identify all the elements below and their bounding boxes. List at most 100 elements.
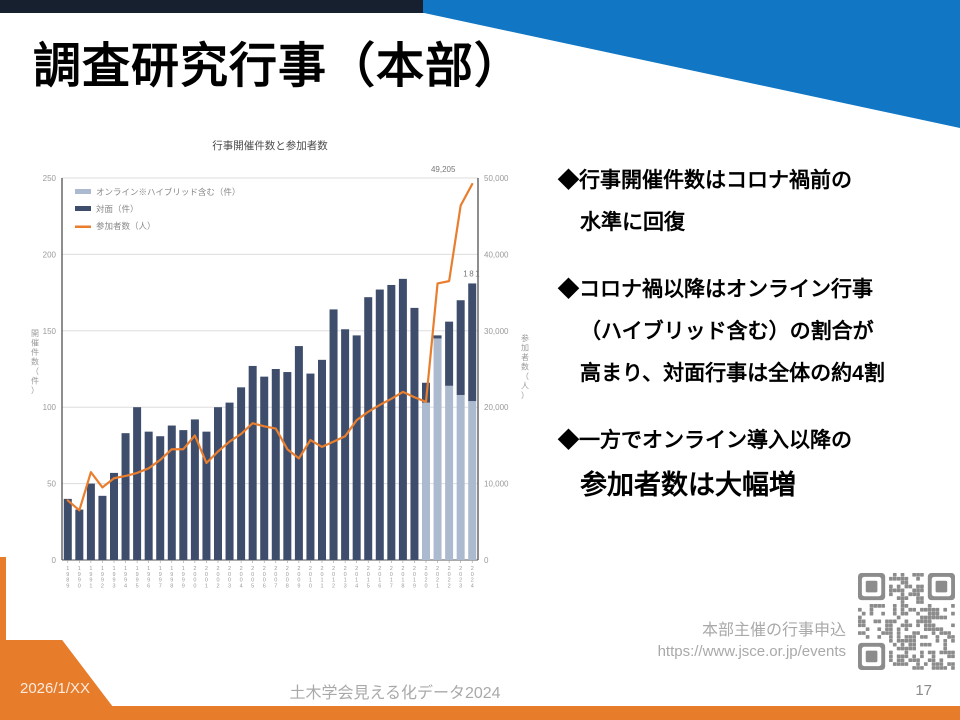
qr-module [912,658,917,663]
y-axis-right-tick: 0 [484,556,489,565]
qr-module [900,592,905,597]
qr-module [916,576,920,581]
qr-module [920,607,924,612]
qr-module [935,580,948,593]
bar-online [433,338,442,560]
qr-module [935,635,940,639]
qr-module [900,596,905,600]
y-axis-left-tick: 100 [43,403,57,412]
qr-module [935,666,940,670]
qr-module [889,650,893,655]
qr-module [873,619,878,624]
qr-module [861,611,866,616]
legend-swatch [75,189,91,194]
qr-module [939,631,944,635]
y-axis-right-title: 参加者数（人） [521,333,529,400]
qr-module [912,635,917,639]
qr-module [939,662,944,666]
bullet-line: ◆行事開催件数はコロナ禍前の [558,169,852,192]
qr-module [916,592,920,597]
qr-module [920,635,924,639]
bar-taimen [306,373,315,560]
qr-module [904,596,909,600]
qr-module [904,654,909,659]
qr-module [951,650,955,655]
qr-module [892,607,897,612]
qr-module [943,631,948,635]
qr-module [916,623,920,628]
qr-module [927,611,932,616]
qr-module [912,646,917,651]
qr-module [889,658,893,663]
qr-module [900,646,905,651]
qr-module [931,611,936,616]
qr-module [896,631,901,635]
bar-taimen [167,425,176,560]
footer-left-sliver [0,557,6,707]
qr-module [889,619,893,624]
y-axis-right-tick: 20,000 [484,403,509,412]
qr-module [904,623,909,628]
qr-module [858,623,862,628]
bar-taimen [63,498,72,560]
qr-module [916,573,920,577]
qr-module [920,596,924,600]
qr-module [916,662,920,666]
qr-module [900,600,905,604]
qr-module [939,627,944,632]
qr-module [916,584,920,589]
qr-module [935,662,940,666]
qr-module [900,642,905,647]
qr-module [931,650,936,655]
bullet-item: ◆行事開催件数はコロナ禍前の 水準に回復 [558,160,958,244]
y-axis-left-tick: 0 [52,556,57,565]
qr-module [900,607,905,612]
qr-module [912,642,917,647]
bar-taimen [283,372,292,560]
qr-module [931,658,936,663]
qr-module [889,627,893,632]
qr-module [912,666,917,670]
qr-module [927,619,932,624]
y-axis-left-tick: 250 [43,174,57,183]
bar-taimen [214,407,222,560]
bar-taimen [294,346,303,560]
qr-module [904,638,909,643]
participants-line [66,182,474,512]
qr-module [951,604,955,608]
qr-module [951,638,955,643]
qr-module [900,638,905,643]
bullet-line-emphasis: 参加者数は大幅増 [580,470,796,500]
qr-module [951,666,955,670]
footer-center-text: 土木学会見える化データ2024 [289,685,501,702]
qr-module [896,596,901,600]
qr-module [943,650,948,655]
qr-module [904,650,909,655]
qr-module [900,611,905,616]
qr-module [861,631,866,635]
legend-label: オンライン※ハイブリッド含む（件） [96,187,240,197]
qr-module [912,631,917,635]
qr-module [935,627,940,632]
annotation-participants-max: 49,205 [431,165,456,174]
y-axis-right-tick: 10,000 [484,480,509,489]
bar-taimen [86,483,95,560]
qr-module [858,615,862,620]
qr-caption-block: 本部主催の行事申込 https://www.jsce.or.jp/events [658,620,846,662]
qr-module [900,658,905,663]
